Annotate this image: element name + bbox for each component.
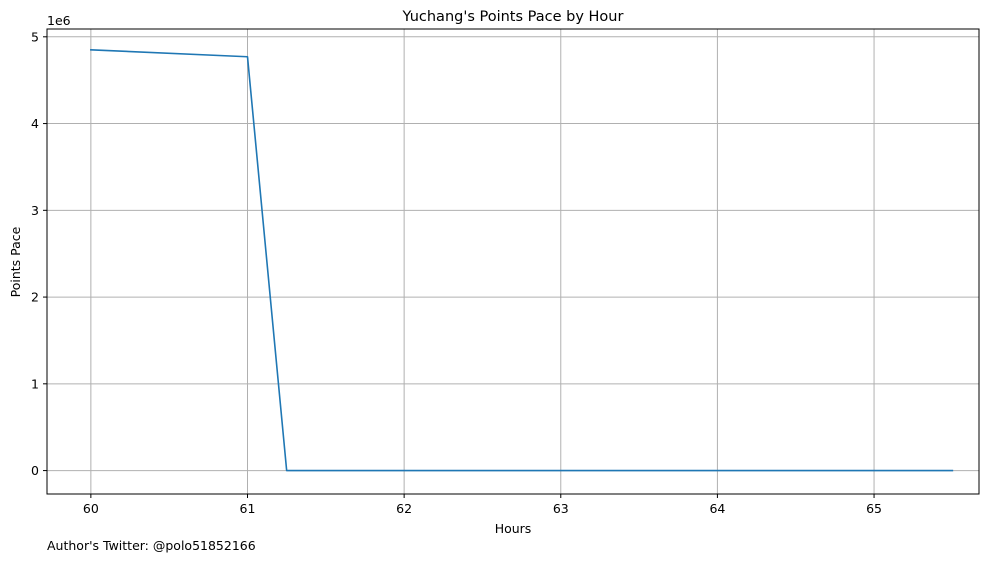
author-footnote: Author's Twitter: @polo51852166 xyxy=(47,538,256,553)
y-tick-label-0: 0 xyxy=(31,463,39,478)
x-tick-label-65: 65 xyxy=(866,501,882,516)
series-line-1 xyxy=(90,48,954,472)
x-tick-label-62: 62 xyxy=(396,501,412,516)
chart-title: Yuchang's Points Pace by Hour xyxy=(402,9,624,25)
y-offset-label: 1e6 xyxy=(47,13,71,28)
x-tick-label-63: 63 xyxy=(553,501,569,516)
y-tick-label-2: 2 xyxy=(31,290,39,305)
y-tick-label-3: 3 xyxy=(31,203,39,218)
y-axis-label: Points Pace xyxy=(8,226,23,297)
plot-frame xyxy=(46,28,980,495)
x-tick-label-64: 64 xyxy=(709,501,725,516)
grid-layer xyxy=(47,29,979,494)
y-tick-label-4: 4 xyxy=(31,116,39,131)
x-axis-label: Hours xyxy=(495,521,532,536)
y-tick-label-1: 1 xyxy=(31,376,39,391)
series-layer xyxy=(90,48,954,472)
x-tick-label-61: 61 xyxy=(240,501,256,516)
y-tick-label-5: 5 xyxy=(31,29,39,44)
axes-layer: 60 61 62 63 64 65 0 1 2 3 4 5 xyxy=(31,28,980,516)
x-tick-label-60: 60 xyxy=(83,501,99,516)
